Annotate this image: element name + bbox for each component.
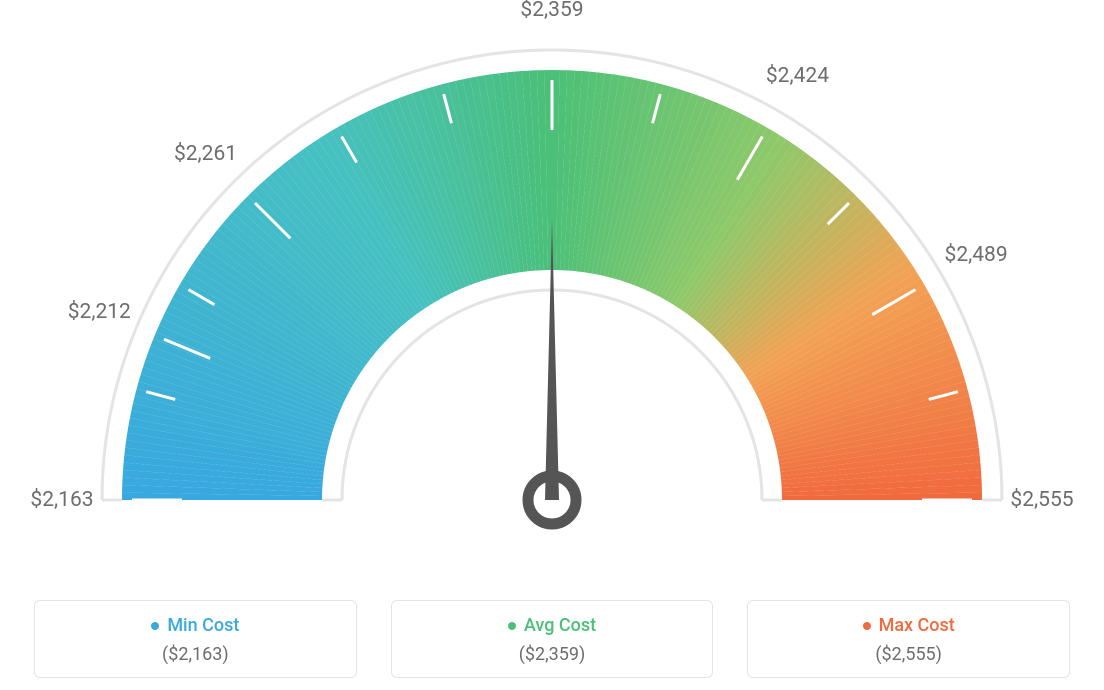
legend-dot-icon (508, 622, 516, 630)
legend-dot-icon (151, 622, 159, 630)
gauge-tick-label: $2,424 (766, 64, 829, 88)
legend-dot-icon (863, 622, 871, 630)
legend-label-avg: Avg Cost (524, 615, 596, 636)
legend-title-max: Max Cost (863, 615, 955, 636)
legend-title-avg: Avg Cost (508, 615, 596, 636)
gauge-chart: $2,163 $2,212 $2,261 $2,359 $2,424 $2,489 $2,5… (0, 0, 1104, 560)
gauge-tick-label: $2,359 (520, 0, 583, 22)
legend-card-min: Min Cost ($2,163) (34, 600, 357, 679)
gauge-tick-label: $2,212 (68, 300, 131, 324)
legend-title-min: Min Cost (151, 615, 239, 636)
legend-value-max: ($2,555) (758, 644, 1059, 665)
gauge-tick-label: $2,261 (174, 142, 237, 166)
legend-value-avg: ($2,359) (402, 644, 703, 665)
legend-row: Min Cost ($2,163) Avg Cost ($2,359) Max … (0, 600, 1104, 679)
legend-label-min: Min Cost (167, 615, 239, 636)
gauge-tick-label: $2,163 (30, 488, 93, 512)
gauge-tick-label: $2,555 (1010, 488, 1073, 512)
legend-card-max: Max Cost ($2,555) (747, 600, 1070, 679)
gauge-tick-label: $2,489 (945, 243, 1008, 267)
legend-label-max: Max Cost (879, 615, 955, 636)
legend-value-min: ($2,163) (45, 644, 346, 665)
legend-card-avg: Avg Cost ($2,359) (391, 600, 714, 679)
gauge-svg (0, 0, 1104, 560)
